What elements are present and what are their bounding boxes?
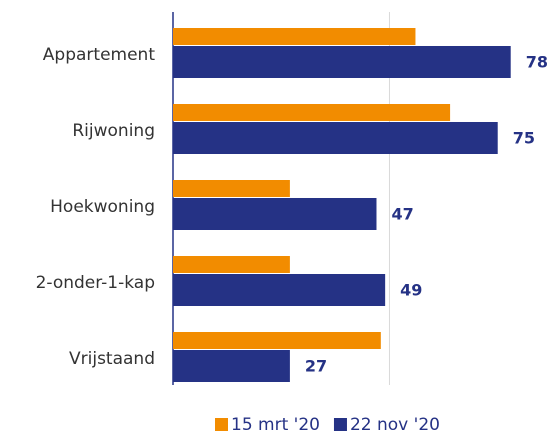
- data-label: 78: [526, 53, 548, 72]
- y-tick-label: Appartement: [43, 45, 156, 65]
- y-tick-label: Vrijstaand: [69, 349, 155, 369]
- data-label: 47: [391, 205, 413, 224]
- y-tick-label: Hoekwoning: [50, 197, 155, 217]
- bar: [173, 198, 377, 230]
- bar: [173, 122, 498, 154]
- bar: [173, 180, 290, 197]
- bar: [173, 46, 511, 78]
- y-tick-label: Rijwoning: [72, 121, 155, 141]
- bar: [173, 256, 290, 273]
- bar: [173, 104, 451, 121]
- bar: [173, 274, 386, 306]
- y-tick-label: 2-onder-1-kap: [36, 273, 155, 293]
- legend-label: 15 mrt '20: [231, 415, 320, 433]
- bar: [173, 350, 290, 382]
- data-label: 75: [513, 129, 535, 148]
- legend-swatch: [333, 418, 347, 431]
- bar: [173, 332, 381, 349]
- legend-swatch: [215, 418, 228, 431]
- data-label: 27: [305, 357, 327, 376]
- legend-label: 22 nov '20: [350, 415, 440, 433]
- bar: [173, 28, 416, 45]
- data-label: 49: [400, 281, 422, 300]
